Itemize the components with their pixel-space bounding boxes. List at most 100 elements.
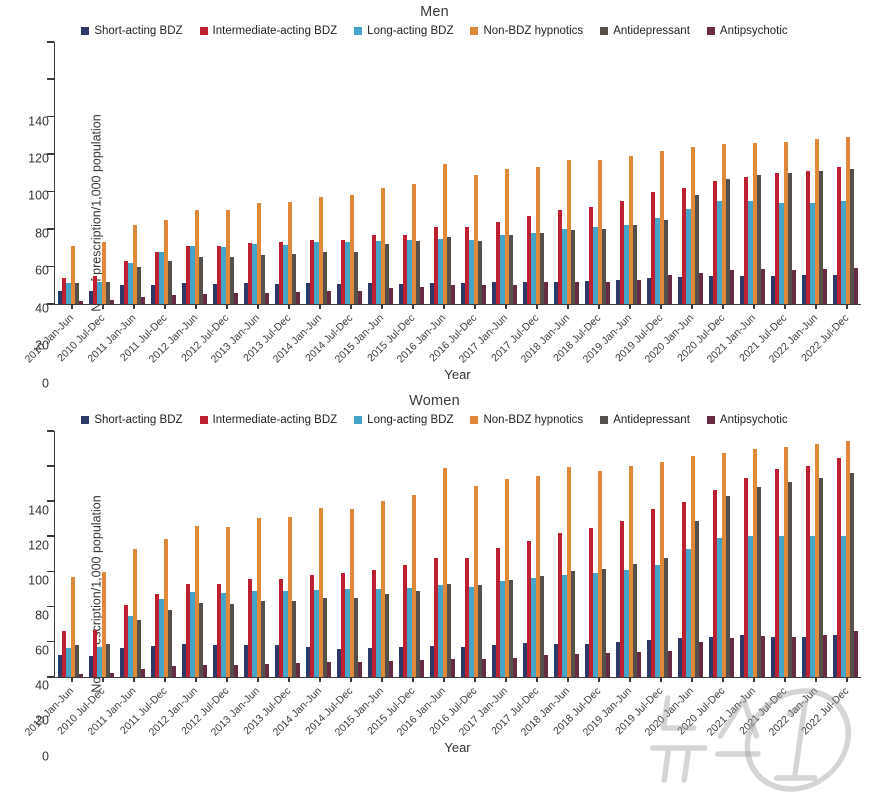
x-tick-mark — [381, 678, 383, 682]
bar — [128, 615, 133, 677]
bar — [97, 647, 102, 677]
bar — [128, 262, 133, 304]
bar — [504, 479, 509, 677]
bar — [402, 234, 408, 304]
bar — [61, 631, 67, 677]
legend-label: Short-acting BDZ — [94, 25, 183, 37]
x-tick-mark — [629, 678, 631, 682]
x-tick-mark — [846, 305, 848, 309]
bar-group — [334, 431, 365, 677]
bar — [57, 290, 62, 304]
bar — [814, 444, 819, 677]
bar — [646, 640, 651, 677]
legend-item: Long-acting BDZ — [354, 414, 453, 426]
bar — [119, 648, 124, 677]
bar — [429, 646, 434, 677]
bar — [88, 290, 93, 304]
bar — [407, 588, 412, 677]
bar — [283, 590, 288, 677]
legend-label: Antidepressant — [613, 414, 690, 426]
bar — [539, 232, 545, 304]
bar — [198, 603, 204, 677]
bar — [123, 260, 129, 304]
bar — [823, 269, 828, 304]
bar — [725, 178, 731, 304]
bar — [371, 234, 377, 304]
bar — [119, 285, 124, 304]
bar — [340, 240, 346, 304]
bar — [92, 629, 98, 677]
bar — [854, 268, 859, 304]
bar — [287, 202, 292, 304]
bar — [88, 655, 93, 677]
bar — [805, 466, 811, 677]
bar — [756, 487, 762, 677]
bar — [566, 467, 571, 677]
bar-group — [86, 431, 117, 677]
bar — [389, 288, 394, 304]
bar — [601, 229, 607, 304]
bar — [150, 285, 155, 304]
bar — [690, 146, 695, 304]
bar — [694, 195, 700, 304]
x-tick-mark — [71, 678, 73, 682]
bar — [252, 590, 257, 677]
bar — [783, 446, 788, 677]
y-tick-mark — [47, 228, 54, 230]
bar-group — [799, 431, 830, 677]
bar — [460, 647, 465, 677]
bar — [464, 227, 470, 304]
x-tick-mark — [102, 678, 104, 682]
bar-group — [117, 431, 148, 677]
bar — [526, 216, 532, 304]
bar — [349, 509, 354, 677]
legend-item: Long-acting BDZ — [354, 25, 453, 37]
bar — [415, 241, 421, 304]
bar — [615, 641, 620, 677]
bar — [628, 466, 633, 677]
bar-group — [675, 42, 706, 304]
bar — [841, 201, 846, 304]
y-tick-mark — [47, 640, 54, 643]
bar — [708, 275, 713, 304]
bar — [172, 666, 177, 677]
bar — [322, 251, 328, 304]
legend-label: Non-BDZ hypnotics — [483, 414, 584, 426]
bar — [770, 275, 775, 304]
bar — [190, 591, 195, 677]
bar — [163, 219, 168, 304]
bar — [167, 610, 173, 677]
bar — [624, 225, 629, 304]
bar — [336, 648, 341, 677]
bar-group — [210, 431, 241, 677]
bar — [154, 251, 160, 304]
x-tick-mark — [133, 305, 135, 309]
bar — [141, 669, 146, 677]
x-tick-mark — [567, 678, 569, 682]
y-tick-mark — [47, 605, 54, 608]
y-tick-mark — [47, 303, 54, 305]
x-tick-mark — [226, 678, 228, 682]
bar — [367, 648, 372, 677]
bar — [699, 641, 704, 677]
legend-label: Intermediate-acting BDZ — [212, 414, 338, 426]
bar — [190, 246, 195, 304]
legend-item: Short-acting BDZ — [81, 414, 183, 426]
bar — [349, 195, 354, 304]
x-tick-mark — [195, 305, 197, 309]
y-tick-mark — [47, 535, 54, 537]
bar-group — [768, 42, 799, 304]
bar — [402, 564, 408, 677]
bar — [438, 584, 443, 677]
bar — [748, 201, 753, 304]
bar — [717, 201, 722, 304]
y-tick-mark — [47, 265, 54, 268]
legend-swatch-icon — [706, 416, 715, 424]
bar — [597, 159, 602, 304]
y-tick-mark — [47, 676, 54, 678]
bar — [345, 589, 350, 677]
bar — [322, 597, 328, 677]
bar-group — [737, 42, 768, 304]
bar-group — [613, 42, 644, 304]
legend: Short-acting BDZ Intermediate-acting BDZ L… — [0, 22, 869, 40]
